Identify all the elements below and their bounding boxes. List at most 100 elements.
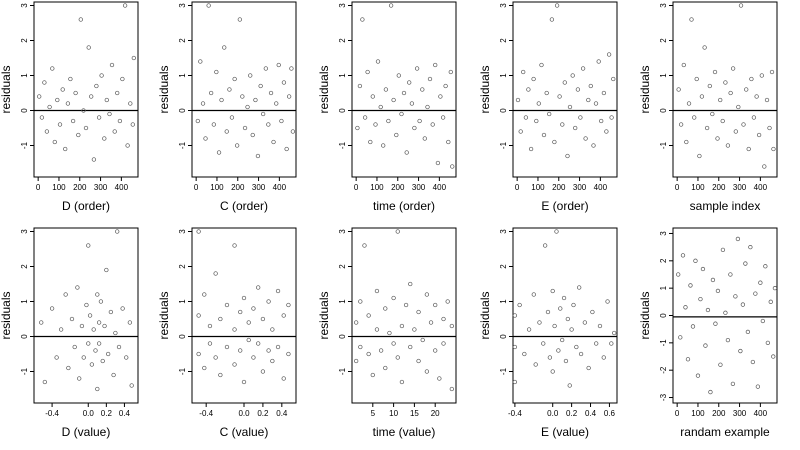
x-axis-label: D (value) bbox=[62, 425, 111, 439]
data-point bbox=[63, 292, 68, 297]
y-tick-label: 2 bbox=[178, 264, 187, 269]
data-point bbox=[683, 305, 688, 310]
data-point bbox=[763, 264, 768, 269]
y-tick-label: 0 bbox=[659, 313, 668, 318]
y-tick-label: -1 bbox=[178, 367, 187, 375]
y-tick-label: 1 bbox=[338, 73, 347, 78]
data-point bbox=[433, 302, 438, 308]
x-tick-label: 400 bbox=[754, 409, 768, 418]
plot-frame bbox=[512, 227, 618, 404]
data-point bbox=[378, 348, 384, 353]
data-point bbox=[84, 302, 89, 308]
data-point bbox=[681, 62, 686, 68]
data-point bbox=[738, 348, 743, 354]
data-point bbox=[266, 299, 271, 304]
data-point bbox=[388, 3, 394, 8]
data-point bbox=[91, 327, 96, 332]
y-tick-label: 1 bbox=[20, 299, 29, 304]
data-point bbox=[394, 132, 399, 138]
data-point bbox=[678, 122, 684, 127]
data-point bbox=[686, 101, 692, 106]
data-point bbox=[238, 348, 243, 353]
data-point bbox=[207, 341, 213, 346]
data-point bbox=[70, 118, 76, 124]
data-point bbox=[86, 341, 91, 346]
y-tick-label: -1 bbox=[659, 339, 668, 347]
data-point bbox=[95, 386, 100, 392]
data-point bbox=[517, 302, 522, 308]
data-point bbox=[565, 153, 570, 159]
data-point bbox=[229, 115, 235, 120]
data-point bbox=[55, 97, 60, 103]
data-point bbox=[357, 83, 363, 89]
data-point bbox=[50, 66, 55, 71]
data-point bbox=[260, 316, 266, 322]
data-point bbox=[565, 316, 570, 322]
data-point bbox=[120, 76, 125, 82]
data-point bbox=[450, 164, 455, 169]
data-point bbox=[715, 136, 720, 141]
data-point bbox=[712, 69, 718, 75]
data-point bbox=[42, 379, 48, 385]
data-point bbox=[578, 351, 584, 357]
data-point bbox=[207, 323, 213, 329]
data-point bbox=[545, 309, 551, 315]
y-axis-label: residuals bbox=[638, 291, 652, 339]
y-tick-label: -1 bbox=[499, 367, 508, 375]
data-point bbox=[355, 125, 360, 131]
data-point bbox=[591, 143, 596, 148]
data-point bbox=[733, 129, 738, 134]
data-point bbox=[437, 376, 442, 381]
data-point bbox=[370, 94, 375, 99]
data-point bbox=[588, 83, 593, 89]
data-point bbox=[81, 355, 86, 360]
data-point bbox=[544, 90, 549, 96]
data-point bbox=[715, 288, 721, 294]
data-point bbox=[362, 243, 367, 248]
data-point bbox=[744, 87, 749, 92]
data-point bbox=[206, 3, 211, 8]
data-point bbox=[127, 320, 133, 325]
data-point bbox=[730, 66, 736, 71]
data-point bbox=[242, 125, 248, 131]
data-point bbox=[196, 313, 201, 318]
x-tick-label: 100 bbox=[691, 183, 705, 192]
data-point bbox=[728, 272, 733, 277]
data-point bbox=[561, 295, 567, 301]
data-point bbox=[684, 139, 689, 145]
data-point bbox=[128, 101, 133, 106]
y-tick-label: 0 bbox=[20, 108, 29, 113]
data-point bbox=[255, 153, 261, 159]
data-point bbox=[759, 73, 764, 78]
data-point bbox=[693, 258, 698, 263]
y-tick-label: 3 bbox=[178, 229, 187, 234]
plot-frame bbox=[191, 227, 297, 404]
data-point bbox=[279, 118, 284, 124]
data-point bbox=[391, 97, 396, 103]
y-tick-label: 0 bbox=[338, 334, 347, 339]
data-point bbox=[560, 122, 565, 127]
x-tick-label: 300 bbox=[94, 183, 108, 192]
y-axis-label: residuals bbox=[317, 291, 331, 339]
data-point bbox=[107, 111, 112, 117]
data-point bbox=[275, 344, 281, 350]
scatter-panel-4: 0 100 200 300 400 -1 0 1 2 3 E (order) residuals bbox=[478, 1, 618, 213]
y-tick-label: -1 bbox=[338, 141, 347, 149]
data-point bbox=[213, 271, 218, 276]
data-point bbox=[224, 129, 229, 134]
y-tick-label: 0 bbox=[178, 108, 187, 113]
data-point bbox=[771, 354, 776, 359]
data-point bbox=[72, 344, 77, 350]
data-point bbox=[89, 94, 94, 99]
data-point bbox=[232, 76, 237, 82]
scatter-panel-5: 0 100 200 300 400 -1 0 1 2 3 sample index residuals bbox=[638, 1, 778, 213]
data-point bbox=[730, 381, 736, 387]
data-point bbox=[448, 69, 453, 75]
x-axis-label: E (order) bbox=[541, 199, 588, 213]
data-point bbox=[590, 309, 595, 315]
data-point bbox=[409, 101, 415, 106]
data-point bbox=[266, 348, 271, 353]
data-point bbox=[216, 150, 222, 155]
data-point bbox=[381, 143, 386, 148]
data-point bbox=[238, 309, 243, 315]
